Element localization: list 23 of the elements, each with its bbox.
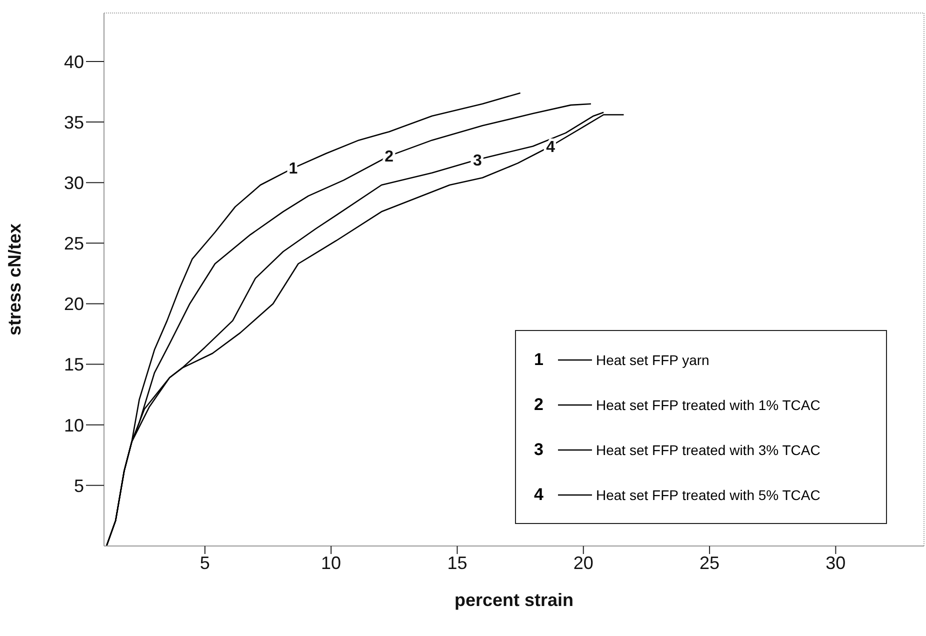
y-tick-label: 15 — [64, 354, 84, 375]
text: 3 — [534, 440, 544, 458]
y-tick-label: 5 — [74, 476, 84, 496]
y-tick-label: 35 — [64, 112, 84, 132]
legend-label: Heat set FFP yarn — [596, 352, 710, 368]
y-tick-label: 30 — [64, 172, 84, 193]
text: 4 — [534, 484, 544, 504]
x-tick-label: 30 — [826, 552, 846, 573]
x-tick-label: 5 — [200, 552, 210, 573]
legend-label: Heat set FFP treated with 5% TCAC — [596, 486, 820, 502]
legend-label: Heat set FFP treated with 1% TCAC — [596, 396, 820, 412]
x-tick-label: 25 — [700, 552, 720, 573]
y-tick-label: 25 — [64, 234, 84, 254]
y-tick-label: 10 — [64, 415, 84, 436]
text: 1 — [534, 350, 544, 368]
text: 2 — [534, 394, 544, 414]
y-tick-label: 20 — [64, 294, 84, 314]
x-tick-label: 15 — [447, 552, 468, 573]
legend-label: Heat set FFP treated with 3% TCAC — [596, 442, 820, 458]
x-tick-label: 20 — [573, 552, 594, 573]
y-tick-label: 40 — [64, 52, 84, 72]
x-tick-label: 10 — [321, 552, 342, 573]
x-axis-title: percent strain — [454, 590, 574, 610]
